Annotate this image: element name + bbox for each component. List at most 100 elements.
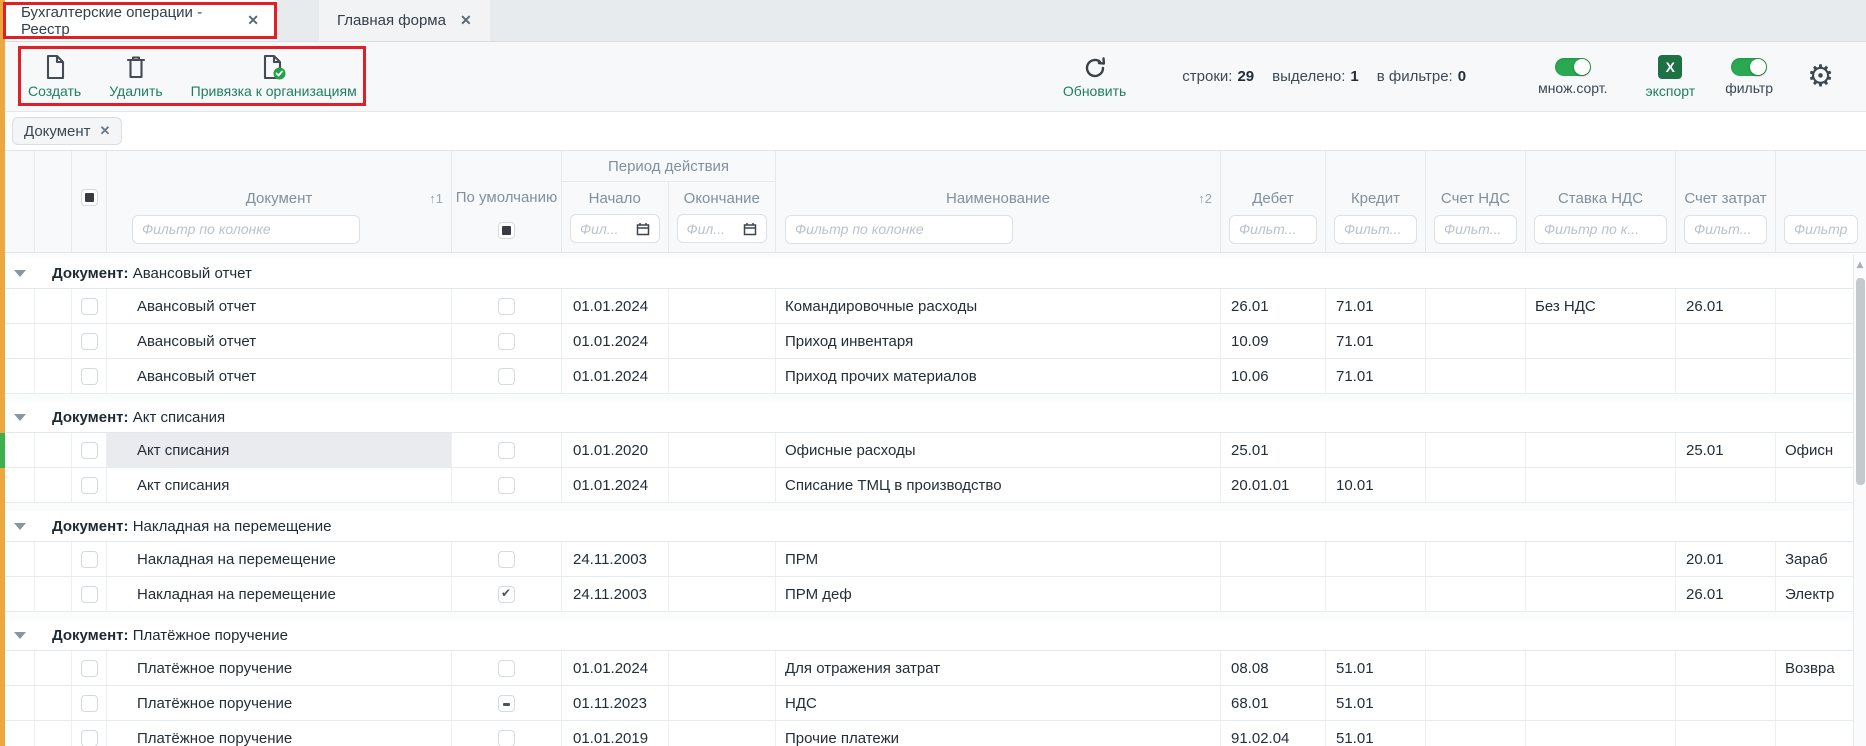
collapse-triangle-icon[interactable] [14,413,26,421]
table-row[interactable]: Акт списания 01.01.2020 Офисные расходы … [5,433,1866,468]
select-all-checkbox[interactable] [80,189,98,206]
filter-chip-document[interactable]: Документ ✕ [12,117,123,145]
export-button[interactable]: X экспорт [1646,54,1695,99]
vertical-scrollbar[interactable]: ▲ [1853,255,1866,746]
start-filter-input[interactable]: Фил... [570,214,660,243]
refresh-button[interactable]: Обновить [1063,55,1126,99]
cell-doc[interactable]: Авансовый отчет [107,289,452,323]
header-credit-column[interactable]: Кредит Фильт... [1326,151,1426,252]
column-header-vat-account[interactable]: Счет НДС [1440,189,1511,207]
collapse-triangle-icon[interactable] [14,269,26,277]
cell-credit[interactable]: 10.01 [1326,468,1426,502]
default-filter-checkbox[interactable] [498,221,515,239]
row-select-checkbox[interactable] [80,694,98,712]
column-header-cost-account[interactable]: Счет затрат [1684,189,1767,207]
group-row[interactable]: Документ: Акт списания [5,402,1866,433]
create-button[interactable]: Создать [28,54,81,99]
column-header-cost-name[interactable] [1776,151,1866,215]
cell-credit[interactable]: 71.01 [1326,324,1426,358]
cell-vat-account[interactable] [1426,289,1526,323]
toggle-on-icon[interactable] [1731,57,1768,76]
cell-end[interactable] [669,433,776,467]
header-default-column[interactable]: По умолчанию [452,151,562,252]
cell-cost-account[interactable] [1676,324,1776,358]
scroll-up-icon[interactable]: ▲ [1856,260,1864,270]
cell-name[interactable]: НДС [776,686,1221,720]
tab-accounting-registry[interactable]: Бухгалтерские операции - Реестр ✕ [3,0,277,41]
cell-debit[interactable]: 91.02.04 [1221,721,1326,746]
row-default-checkbox[interactable] [498,729,515,746]
cell-end[interactable] [669,542,776,576]
row-select-checkbox[interactable] [80,550,98,568]
cell-debit[interactable]: 10.09 [1221,324,1326,358]
cell-name[interactable]: Прочие платежи [776,721,1221,746]
link-organizations-button[interactable]: Привязка к организациям [191,54,357,99]
cell-name[interactable]: ПРМ [776,542,1221,576]
row-select-checkbox[interactable] [80,367,98,385]
header-end-column[interactable]: Окончание Фил... [669,182,776,252]
column-header-vat-rate[interactable]: Ставка НДС [1557,189,1644,207]
cell-vat-rate[interactable] [1526,542,1676,576]
cell-end[interactable] [669,359,776,393]
cell-vat-rate[interactable] [1526,359,1676,393]
cell-cost-account[interactable] [1676,721,1776,746]
cell-credit[interactable]: 51.01 [1326,686,1426,720]
expander-cell[interactable] [5,631,35,639]
cell-vat-account[interactable] [1426,324,1526,358]
cell-credit[interactable]: 51.01 [1326,651,1426,685]
cell-vat-rate[interactable] [1526,721,1676,746]
cell-cost-account[interactable]: 26.01 [1676,289,1776,323]
cell-vat-account[interactable] [1426,542,1526,576]
row-select-checkbox[interactable] [80,729,98,746]
cell-start[interactable]: 24.11.2003 [562,577,669,611]
row-default-checkbox[interactable] [498,297,515,315]
expander-cell[interactable] [5,413,35,421]
cell-debit[interactable]: 68.01 [1221,686,1326,720]
column-header-end[interactable]: Окончание [683,189,760,207]
cell-vat-account[interactable] [1426,468,1526,502]
table-row[interactable]: Платёжное поручение 01.01.2024 Для отраж… [5,651,1866,686]
cell-vat-account[interactable] [1426,686,1526,720]
cell-name[interactable]: Для отражения затрат [776,651,1221,685]
cell-credit[interactable] [1326,433,1426,467]
table-row[interactable]: Платёжное поручение 01.01.2019 Прочие пл… [5,721,1866,746]
row-select-checkbox[interactable] [80,297,98,315]
row-default-checkbox[interactable] [498,332,515,350]
vat-account-filter-input[interactable]: Фильт... [1434,214,1517,244]
expander-cell[interactable] [5,522,35,530]
delete-button[interactable]: Удалить [109,54,163,99]
header-cost-account-column[interactable]: Счет затрат Фильт... [1676,151,1776,252]
cell-credit[interactable]: 51.01 [1326,721,1426,746]
row-select-checkbox[interactable] [80,659,98,677]
cell-debit[interactable] [1221,577,1326,611]
cell-debit[interactable]: 10.06 [1221,359,1326,393]
cell-end[interactable] [669,721,776,746]
calendar-icon[interactable] [743,222,757,236]
collapse-triangle-icon[interactable] [14,522,26,530]
cell-name[interactable]: ПРМ деф [776,577,1221,611]
chip-close-icon[interactable]: ✕ [99,123,111,138]
cell-end[interactable] [669,651,776,685]
debit-filter-input[interactable]: Фильт... [1229,214,1317,244]
header-name-column[interactable]: Наименование ↑2 Фильтр по колонке [776,151,1221,252]
header-start-column[interactable]: Начало Фил... [562,182,669,252]
row-default-checkbox[interactable] [498,694,515,712]
cell-cost-account[interactable] [1676,651,1776,685]
header-vat-account-column[interactable]: Счет НДС Фильт... [1426,151,1526,252]
cell-start[interactable]: 01.01.2024 [562,289,669,323]
cell-debit[interactable]: 26.01 [1221,289,1326,323]
cell-vat-account[interactable] [1426,721,1526,746]
cell-vat-rate[interactable] [1526,651,1676,685]
table-row[interactable]: Акт списания 01.01.2024 Списание ТМЦ в п… [5,468,1866,503]
cell-name[interactable]: Офисные расходы [776,433,1221,467]
calendar-icon[interactable] [636,222,650,236]
cell-cost-account[interactable]: 26.01 [1676,577,1776,611]
header-vat-rate-column[interactable]: Ставка НДС Фильтр по к... [1526,151,1676,252]
table-row[interactable]: Авансовый отчет 01.01.2024 Командировочн… [5,289,1866,324]
cell-vat-account[interactable] [1426,651,1526,685]
cell-doc[interactable]: Авансовый отчет [107,359,452,393]
cell-start[interactable]: 01.11.2023 [562,686,669,720]
cell-start[interactable]: 01.01.2024 [562,651,669,685]
cell-name[interactable]: Списание ТМЦ в производство [776,468,1221,502]
cell-doc[interactable]: Платёжное поручение [107,651,452,685]
